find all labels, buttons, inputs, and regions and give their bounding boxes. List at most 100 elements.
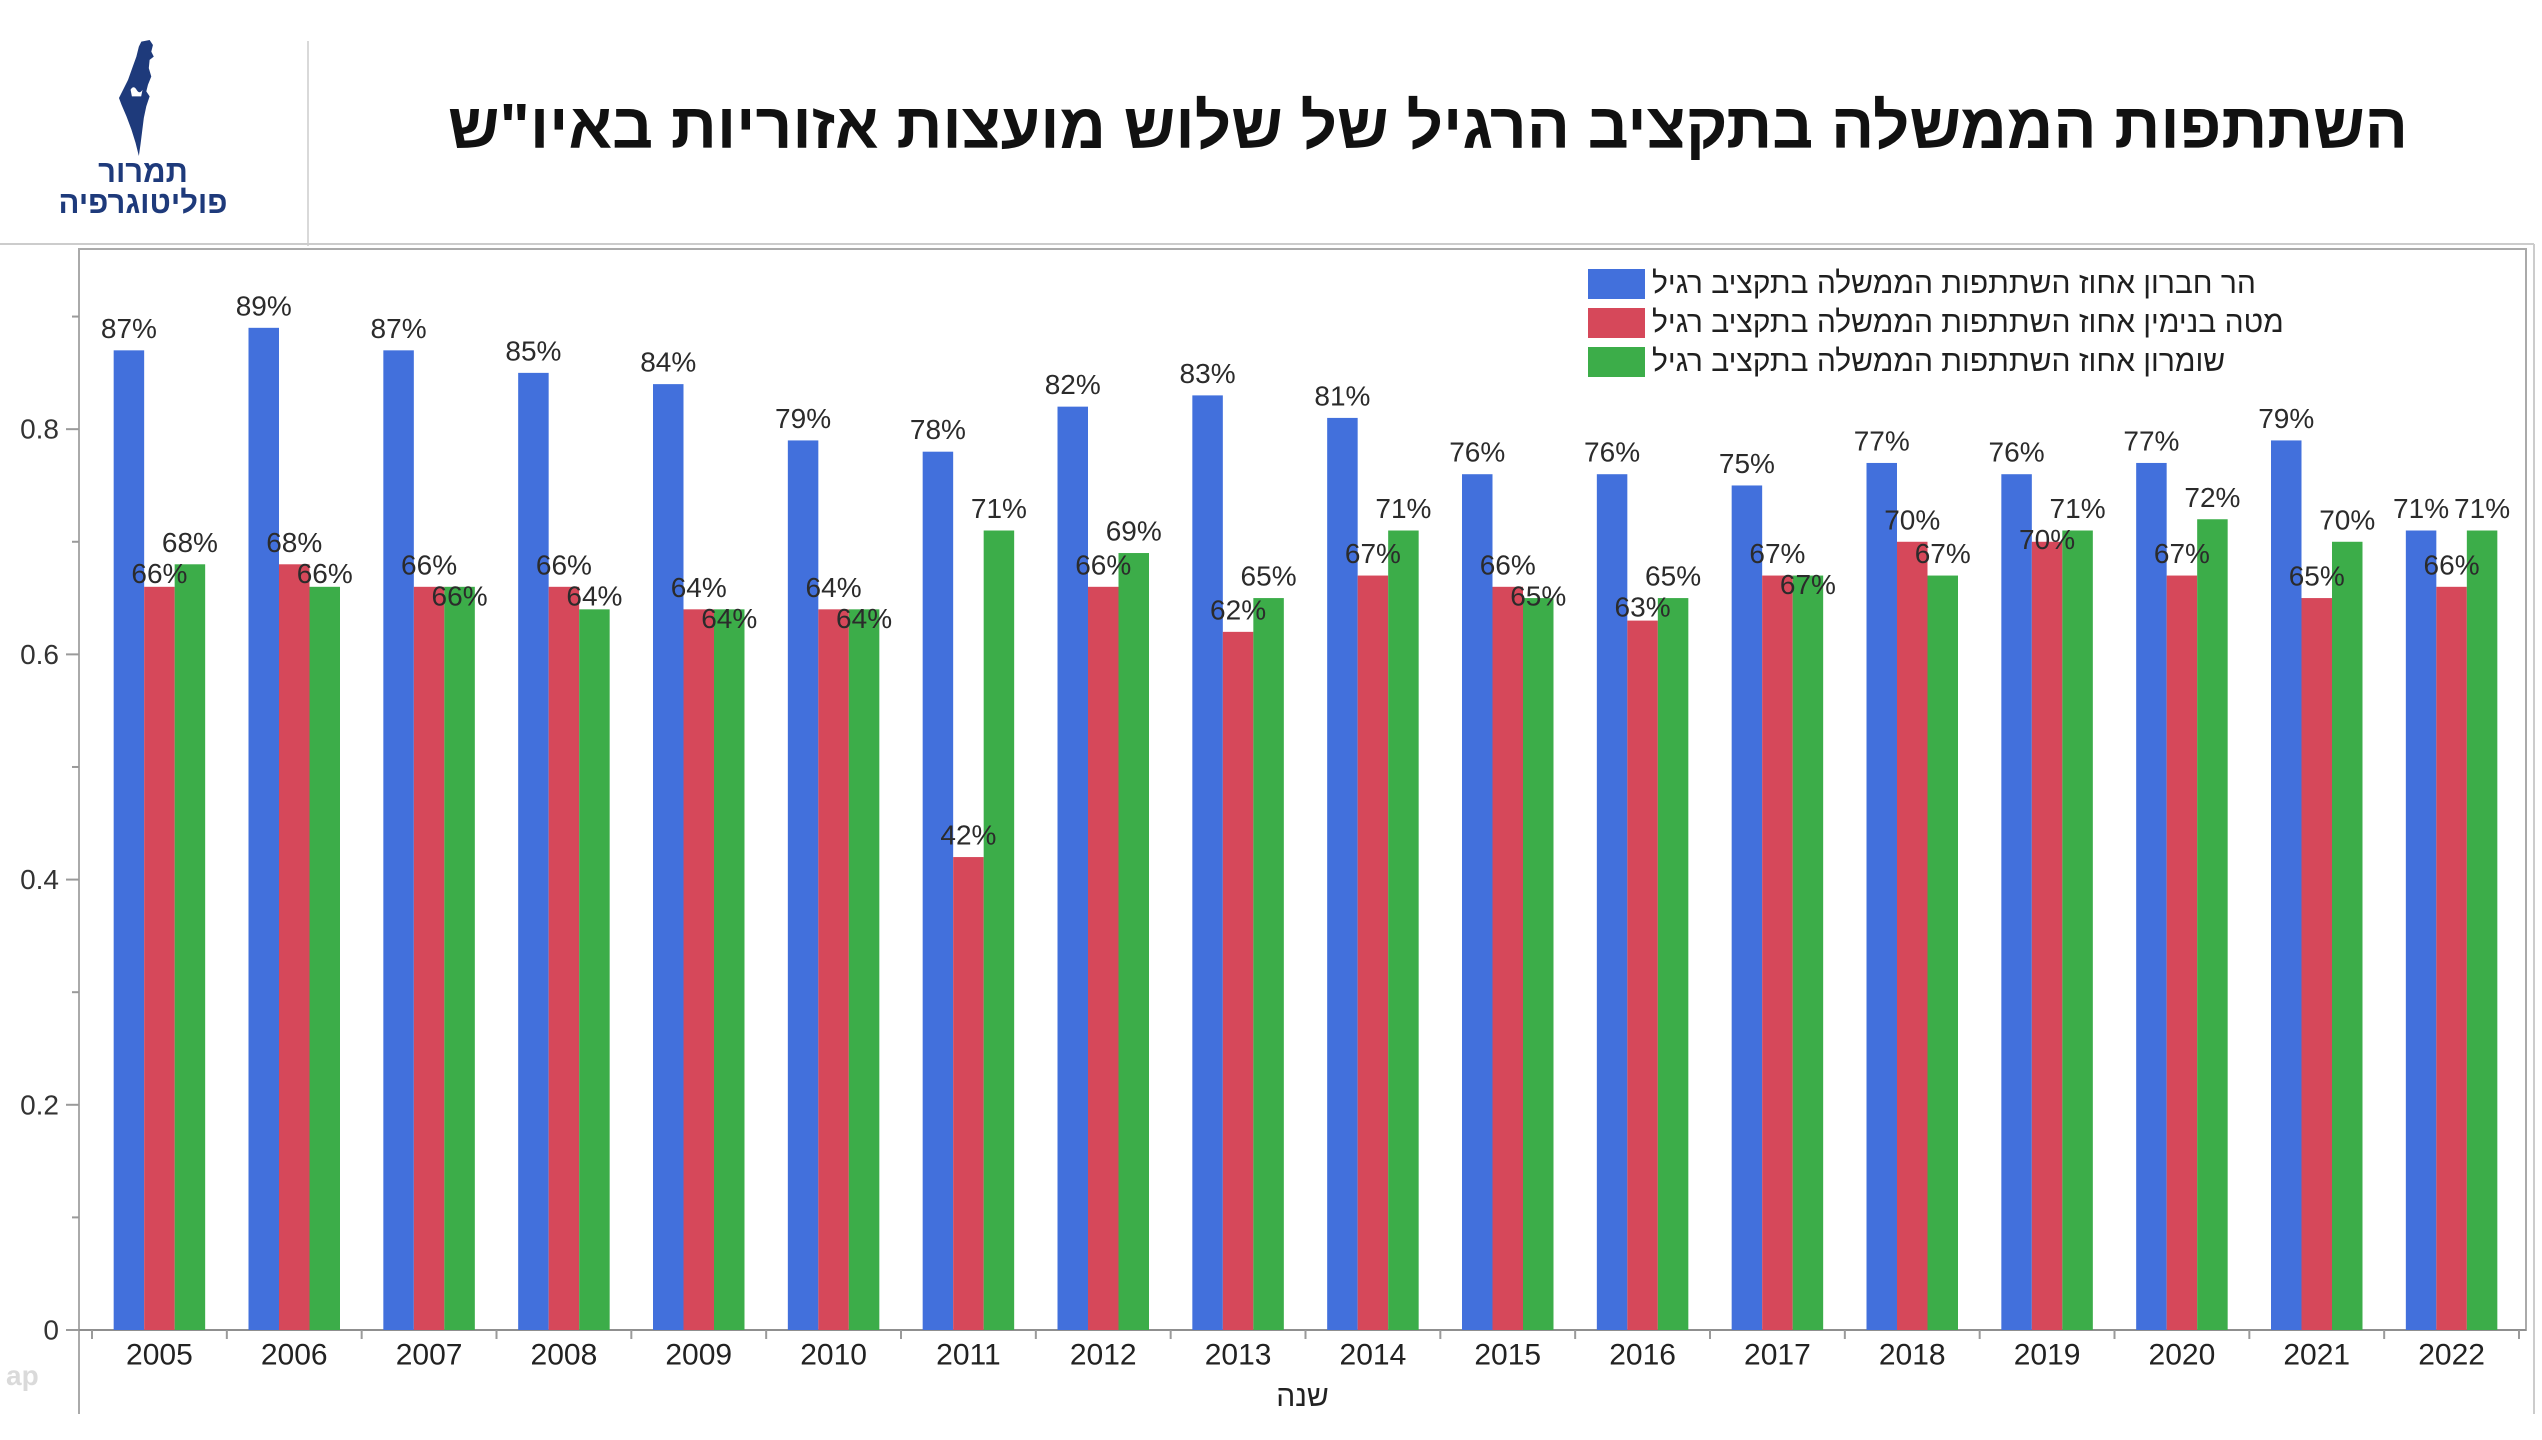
bar-series-2-2018 xyxy=(1897,541,1928,1330)
bar-series-3-2013 xyxy=(1253,598,1284,1330)
x-tick-label: 2021 xyxy=(2283,1339,2350,1372)
data-label-series-3-2011: 71% xyxy=(971,493,1027,524)
bar-series-3-2006 xyxy=(309,586,340,1330)
data-label-series-3-2014: 71% xyxy=(1375,493,1431,524)
logo-emblem-icon xyxy=(130,87,143,97)
bar-series-2-2017 xyxy=(1762,575,1793,1330)
legend-item-series-2: מטה בנימין אחוז השתתפות הממשלה בתקציב רג… xyxy=(1588,303,2284,342)
legend-swatch-series-2 xyxy=(1588,307,1645,338)
bar-series-1-2005 xyxy=(113,350,145,1330)
bar-series-2-2007 xyxy=(413,586,445,1330)
series-1-bars xyxy=(113,327,2437,1331)
series-3-bars xyxy=(174,519,2498,1330)
bar-series-2-2009 xyxy=(683,609,714,1330)
data-label-series-2-2008: 66% xyxy=(536,549,592,580)
chart-legend: הר חברון אחוז השתתפות הממשלה בתקציב רגיל… xyxy=(1588,264,2284,381)
bars xyxy=(113,327,2498,1331)
data-labels: 87%68%66%89%68%66%87%66%66%85%66%64%84%6… xyxy=(101,290,2510,850)
legend-item-series-3: שומרון אחוז השתתפות הממשלה בתקציב רגיל xyxy=(1588,342,2284,381)
x-tick-label: 2011 xyxy=(936,1339,1001,1372)
y-tick-label: 0.2 xyxy=(20,1089,59,1120)
data-label-series-1-2018: 77% xyxy=(1854,425,1910,456)
israel-map-icon xyxy=(118,40,154,156)
bar-series-1-2017 xyxy=(1731,485,1763,1330)
brand-logo: תמרור פוליטוגרפיה xyxy=(40,40,246,218)
bar-series-3-2021 xyxy=(2332,541,2363,1330)
legend-swatch-series-3 xyxy=(1588,346,1645,377)
x-tick-label: 2013 xyxy=(1205,1339,1272,1372)
bar-series-3-2014 xyxy=(1388,530,1419,1330)
data-label-series-1-2017: 75% xyxy=(1719,448,1775,479)
x-tick-label: 2007 xyxy=(396,1339,463,1372)
legend-label-series-3: שומרון אחוז השתתפות הממשלה בתקציב רגיל xyxy=(1652,344,2226,378)
bar-series-2-2006 xyxy=(279,564,310,1330)
y-tick-label: 0 xyxy=(43,1315,59,1346)
data-label-series-2-2021: 65% xyxy=(2289,561,2345,592)
header-separator xyxy=(307,41,309,246)
bar-series-1-2008 xyxy=(518,372,549,1330)
data-label-series-3-2022: 71% xyxy=(2454,493,2510,524)
bar-series-1-2012 xyxy=(1057,406,1088,1330)
data-label-series-2-2010: 64% xyxy=(806,572,862,603)
data-label-series-3-2009: 64% xyxy=(701,603,757,634)
y-tick-label: 0.4 xyxy=(20,864,59,895)
bar-series-2-2015 xyxy=(1492,586,1523,1330)
x-tick-label: 2006 xyxy=(261,1339,328,1372)
bar-series-3-2019 xyxy=(2062,530,2093,1330)
bar-series-3-2020 xyxy=(2197,519,2228,1330)
bar-series-2-2014 xyxy=(1357,575,1389,1330)
data-label-series-2-2019: 70% xyxy=(2019,524,2075,555)
bar-series-3-2007 xyxy=(444,586,475,1330)
data-label-series-1-2014: 81% xyxy=(1314,380,1370,411)
data-label-series-2-2014: 67% xyxy=(1345,538,1401,569)
bar-series-1-2016 xyxy=(1596,474,1628,1330)
bar-series-3-2011 xyxy=(983,530,1015,1330)
x-tick-label: 2005 xyxy=(126,1339,193,1372)
data-label-series-2-2020: 67% xyxy=(2154,538,2210,569)
data-label-series-3-2020: 72% xyxy=(2184,482,2240,513)
x-tick-label: 2022 xyxy=(2418,1339,2485,1372)
bar-series-1-2006 xyxy=(248,327,279,1331)
data-label-series-2-2009: 64% xyxy=(671,572,727,603)
data-label-series-1-2006: 89% xyxy=(236,290,292,321)
data-label-series-1-2020: 77% xyxy=(2123,425,2179,456)
bar-series-3-2015 xyxy=(1523,598,1554,1330)
data-label-series-2-2012: 66% xyxy=(1075,549,1131,580)
data-label-series-1-2022: 71% xyxy=(2393,493,2449,524)
series-2-bars xyxy=(144,541,2467,1330)
data-label-series-1-2007: 87% xyxy=(371,313,427,344)
data-label-series-2-2005: 66% xyxy=(131,558,187,589)
data-label-series-2-2016: 63% xyxy=(1615,592,1671,623)
data-label-series-3-2016: 65% xyxy=(1645,561,1701,592)
data-label-series-1-2005: 87% xyxy=(101,313,157,344)
bar-series-3-2017 xyxy=(1792,575,1824,1330)
legend-label-series-1: הר חברון אחוז השתתפות הממשלה בתקציב רגיל xyxy=(1652,266,2256,300)
data-label-series-1-2010: 79% xyxy=(775,403,831,434)
bar-series-1-2013 xyxy=(1192,395,1223,1331)
bar-series-1-2007 xyxy=(383,350,414,1330)
x-tick-label: 2020 xyxy=(2149,1339,2216,1372)
x-tick-label: 2016 xyxy=(1609,1339,1676,1372)
bar-series-2-2010 xyxy=(818,609,849,1330)
data-label-series-1-2012: 82% xyxy=(1045,369,1101,400)
data-label-series-1-2008: 85% xyxy=(505,335,561,366)
x-tick-label: 2012 xyxy=(1070,1339,1137,1372)
data-label-series-1-2021: 79% xyxy=(2258,403,2314,434)
data-label-series-2-2007: 66% xyxy=(401,549,457,580)
bar-series-1-2009 xyxy=(653,384,684,1330)
bar-series-3-2012 xyxy=(1118,553,1149,1330)
data-label-series-2-2022: 66% xyxy=(2424,549,2480,580)
bar-series-2-2012 xyxy=(1088,586,1119,1330)
page-title: השתתפות הממשלה בתקציב הרגיל של שלוש מועצ… xyxy=(447,90,2408,162)
bar-series-2-2013 xyxy=(1222,631,1254,1330)
data-label-series-3-2008: 64% xyxy=(566,580,622,611)
data-label-series-2-2018: 70% xyxy=(1884,504,1940,535)
bar-series-3-2016 xyxy=(1657,598,1689,1330)
data-label-series-3-2006: 66% xyxy=(297,558,353,589)
bar-series-2-2008 xyxy=(548,586,580,1330)
bar-series-2-2011 xyxy=(953,857,984,1330)
bar-series-2-2021 xyxy=(2301,598,2332,1330)
legend-swatch-series-1 xyxy=(1588,268,1645,299)
faint-corner-text: ap xyxy=(6,1360,39,1391)
